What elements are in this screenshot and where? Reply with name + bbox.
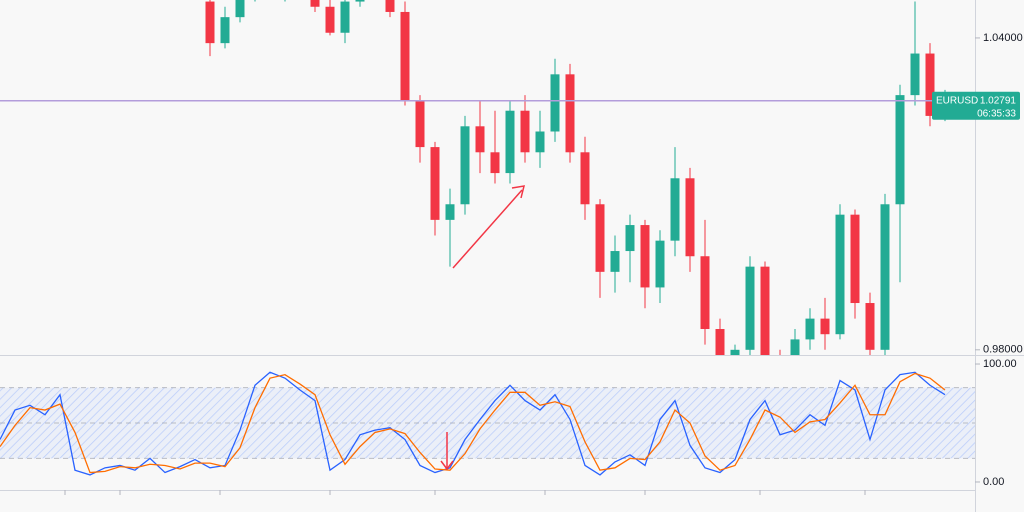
candle-body	[595, 204, 605, 272]
candle-body	[610, 251, 620, 272]
candle-body	[505, 110, 515, 174]
candle-body	[730, 349, 740, 355]
candle-body	[415, 100, 425, 148]
candle-body	[550, 74, 560, 132]
symbol-label: EURUSD	[936, 95, 978, 106]
candle-body	[385, 0, 395, 12]
time-ticks	[64, 490, 866, 495]
candle-body	[850, 214, 860, 304]
candle-body	[700, 256, 710, 330]
candle-body	[565, 74, 575, 153]
oscillator-pane	[0, 371, 975, 476]
candle-body	[580, 152, 590, 205]
price-label-box	[932, 91, 1020, 120]
candle-body	[865, 303, 875, 350]
candle-body	[325, 6, 335, 33]
candle-body	[490, 152, 500, 174]
candle-body	[880, 204, 890, 350]
candle-body	[685, 178, 695, 257]
candle-body	[235, 0, 245, 18]
candle-body	[400, 11, 410, 101]
candle-body	[670, 178, 680, 241]
candle-body	[790, 339, 800, 355]
y-tick-label: 0.00	[983, 476, 1004, 488]
candle-body	[220, 17, 230, 44]
candle-body	[925, 53, 935, 116]
candle-body	[340, 1, 350, 33]
countdown-label: 06:35:33	[977, 108, 1016, 119]
candle-body	[430, 147, 440, 220]
candle-body	[355, 0, 365, 2]
candle-body	[310, 0, 320, 7]
last-price-label: 1.02791	[980, 95, 1017, 106]
candle-body	[835, 214, 845, 335]
candle-body	[820, 318, 830, 335]
oscillator-line	[0, 372, 946, 474]
axis-labels: 1.04000 0.98000 EURUSD 1.02791 06:35:33 100.0…	[932, 32, 1023, 488]
y-tick-label: 100.00	[983, 358, 1017, 370]
y-tick-label: 1.04000	[983, 32, 1023, 44]
candle-body	[655, 240, 665, 288]
candle-body	[715, 329, 725, 355]
candle-body	[745, 266, 755, 350]
candle-body	[460, 126, 470, 205]
candle-body	[640, 225, 650, 288]
candle-body	[760, 266, 770, 355]
candle-body	[445, 204, 455, 220]
candle-body	[520, 110, 530, 153]
candle-body	[805, 318, 815, 340]
candle-body	[625, 225, 635, 252]
candle-body	[895, 95, 905, 205]
candle-body	[205, 1, 215, 44]
candle-body	[910, 53, 920, 96]
candle-body	[535, 131, 545, 153]
y-tick-label: 0.98000	[983, 344, 1023, 356]
candle-body	[475, 126, 485, 153]
annotations	[440, 185, 526, 471]
price-pane	[0, 0, 975, 355]
